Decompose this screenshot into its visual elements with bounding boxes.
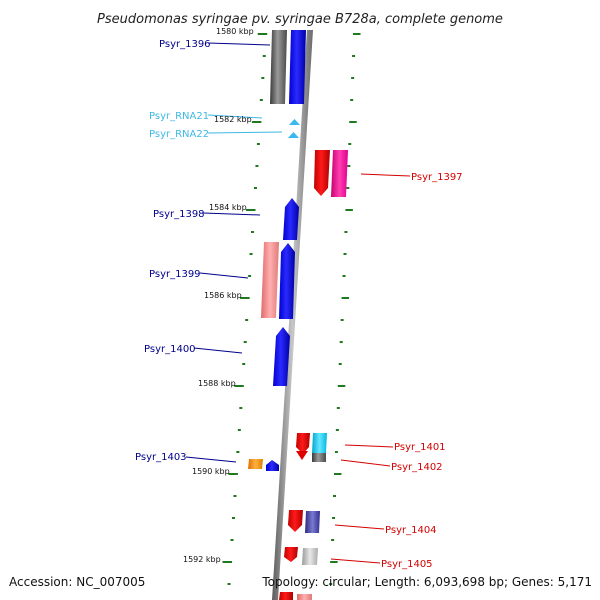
feature-psyr-1399[interactable] <box>261 242 295 319</box>
label-psyr-1401[interactable]: Psyr_1401 <box>394 442 446 453</box>
label-psyr-1399[interactable]: Psyr_1399 <box>149 269 201 280</box>
scale-label-1586: 1586 kbp <box>204 291 242 300</box>
cds-arrow <box>296 433 310 454</box>
label-psyr-1405[interactable]: Psyr_1405 <box>381 559 433 570</box>
genome-summary-text: Topology: circular; Length: 6,093,698 bp… <box>261 575 592 589</box>
scale-label-1592: 1592 kbp <box>183 555 221 564</box>
label-leaders <box>185 42 411 564</box>
feature-psyr-1401[interactable] <box>296 433 327 454</box>
rna-arrow <box>289 119 300 125</box>
label-psyr-1403[interactable]: Psyr_1403 <box>135 452 187 463</box>
cds-arrow <box>288 510 303 532</box>
label-psyr-1400[interactable]: Psyr_1400 <box>144 344 196 355</box>
feature-psyr-1403[interactable] <box>248 459 279 471</box>
cds-arrow <box>270 30 287 104</box>
cds-arrow <box>296 451 308 460</box>
cds-arrow <box>331 150 348 197</box>
cds-arrow <box>314 150 330 196</box>
cds-arrow <box>289 30 306 104</box>
label-psyr-1402[interactable]: Psyr_1402 <box>391 462 443 473</box>
accession-text: Accession: NC_007005 <box>9 575 145 589</box>
feature-psyr-1405[interactable] <box>284 547 318 565</box>
label-psyr-1396[interactable]: Psyr_1396 <box>159 39 211 50</box>
scale-label-1580: 1580 kbp <box>216 27 254 36</box>
feature-psyr-1404[interactable] <box>288 510 320 533</box>
feature-psyr-1400[interactable] <box>273 327 290 386</box>
cds-arrow <box>312 453 326 462</box>
cds-arrow <box>284 547 298 562</box>
ruler-ticks <box>222 33 361 585</box>
cds-arrow <box>283 198 299 240</box>
cds-arrow <box>312 433 327 453</box>
label-psyr-1398[interactable]: Psyr_1398 <box>153 209 205 220</box>
feature-psyr-1396[interactable] <box>270 30 306 104</box>
feature-psyr-rna22[interactable] <box>288 132 299 138</box>
feature-bottom-partial <box>279 592 312 600</box>
map-title: Pseudomonas syringae pv. syringae B728a,… <box>97 12 503 27</box>
scale-label-1588: 1588 kbp <box>198 379 236 388</box>
cds-arrow <box>305 511 320 533</box>
feature-psyr-1398[interactable] <box>283 198 299 240</box>
feature-psyr-1402[interactable] <box>296 451 326 462</box>
feature-psyr-rna21[interactable] <box>289 119 300 125</box>
cds-arrow <box>261 242 279 318</box>
rna-arrow <box>288 132 299 138</box>
label-psyr-rna21[interactable]: Psyr_RNA21 <box>149 111 209 122</box>
cds-arrow <box>273 327 290 386</box>
label-psyr-rna22[interactable]: Psyr_RNA22 <box>149 129 209 140</box>
feature-psyr-1397[interactable] <box>314 150 348 197</box>
label-psyr-1397[interactable]: Psyr_1397 <box>411 172 463 183</box>
label-psyr-1404[interactable]: Psyr_1404 <box>385 525 437 536</box>
cds-arrow <box>248 459 263 469</box>
scale-label-1582: 1582 kbp <box>214 115 252 124</box>
cds-arrow <box>266 460 279 471</box>
cds-arrow <box>302 548 318 565</box>
scale-label-1590: 1590 kbp <box>192 467 230 476</box>
cds-arrow <box>279 243 295 319</box>
scale-label-1584: 1584 kbp <box>209 203 247 212</box>
